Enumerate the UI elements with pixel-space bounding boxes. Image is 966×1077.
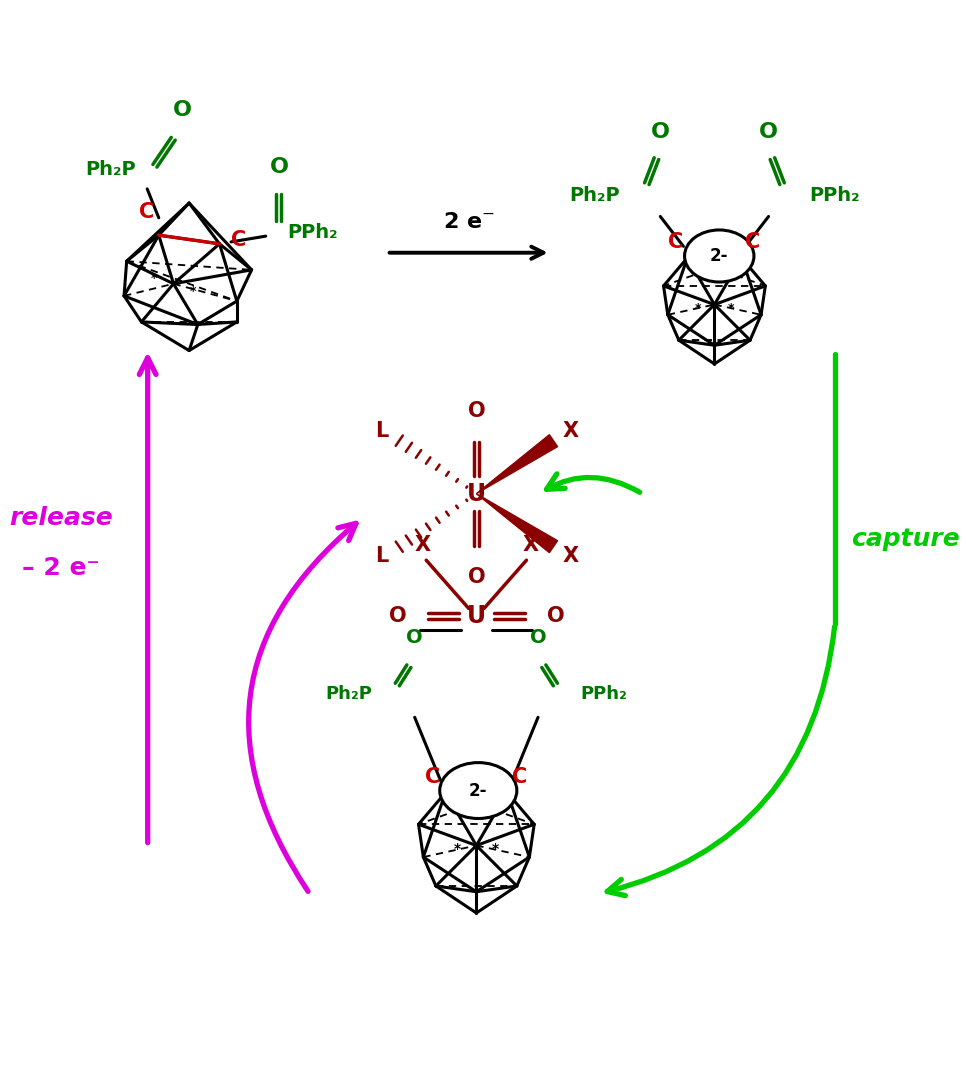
- Text: capture: capture: [851, 527, 959, 551]
- Text: *: *: [151, 272, 156, 285]
- Text: 2-: 2-: [710, 247, 728, 265]
- Polygon shape: [476, 493, 557, 553]
- Text: PPh₂: PPh₂: [810, 185, 860, 205]
- Text: O: O: [173, 100, 192, 120]
- Text: C: C: [746, 233, 760, 252]
- Text: X: X: [523, 535, 538, 555]
- Ellipse shape: [685, 230, 753, 282]
- Text: O: O: [468, 401, 485, 421]
- Text: X: X: [414, 535, 431, 555]
- Text: *: *: [492, 842, 499, 856]
- Text: O: O: [529, 628, 547, 647]
- Text: O: O: [468, 567, 485, 587]
- Text: PPh₂: PPh₂: [581, 685, 627, 703]
- Text: L: L: [375, 546, 388, 567]
- Text: *: *: [189, 285, 196, 298]
- Text: U: U: [467, 604, 486, 628]
- Text: release: release: [9, 506, 113, 530]
- Text: O: O: [270, 157, 289, 177]
- Text: *: *: [695, 302, 700, 314]
- Text: C: C: [231, 230, 246, 250]
- Text: O: O: [547, 606, 564, 626]
- Text: C: C: [668, 233, 683, 252]
- Text: L: L: [375, 421, 388, 440]
- FancyArrowPatch shape: [139, 358, 156, 842]
- Text: U: U: [467, 481, 486, 506]
- Text: 2-: 2-: [469, 782, 488, 799]
- Text: Ph₂P: Ph₂P: [326, 685, 372, 703]
- FancyArrowPatch shape: [248, 523, 356, 892]
- Text: C: C: [425, 767, 440, 786]
- Text: 2 e$^{-}$: 2 e$^{-}$: [442, 212, 495, 233]
- Text: – 2 e⁻: – 2 e⁻: [22, 556, 99, 579]
- Text: X: X: [563, 421, 579, 440]
- FancyArrowPatch shape: [547, 474, 639, 492]
- Text: C: C: [512, 767, 527, 786]
- Text: *: *: [453, 842, 461, 856]
- Text: Ph₂P: Ph₂P: [569, 185, 620, 205]
- Polygon shape: [476, 435, 557, 493]
- Text: O: O: [759, 122, 778, 142]
- Text: O: O: [388, 606, 406, 626]
- FancyArrowPatch shape: [608, 627, 835, 896]
- Text: *: *: [728, 302, 735, 314]
- Ellipse shape: [440, 763, 517, 819]
- Text: O: O: [407, 628, 423, 647]
- Text: Ph₂P: Ph₂P: [85, 160, 136, 179]
- Text: X: X: [563, 546, 579, 567]
- Text: O: O: [651, 122, 669, 142]
- Text: PPh₂: PPh₂: [287, 223, 337, 241]
- Text: C: C: [139, 201, 154, 222]
